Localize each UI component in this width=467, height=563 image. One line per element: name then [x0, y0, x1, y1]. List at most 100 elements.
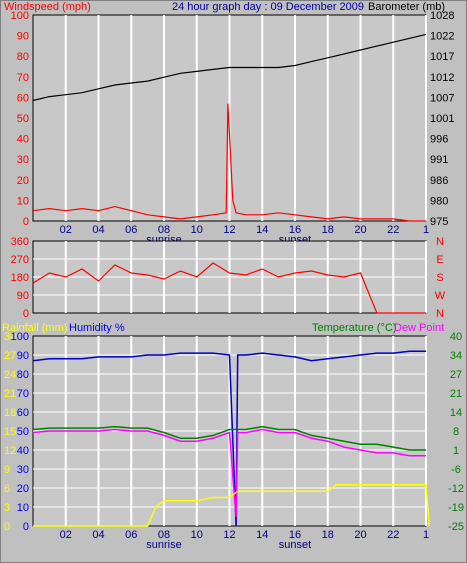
rain-tick-label: 21	[4, 388, 16, 400]
x-tick-label: 16	[289, 224, 301, 236]
wind-tick-label: 30	[17, 154, 29, 166]
barometer-tick-label: 1017	[430, 51, 454, 63]
compass-tick-label: N	[436, 236, 444, 248]
barometer-tick-label: 1001	[430, 113, 454, 125]
windspeed-line	[32, 103, 426, 222]
wind-tick-label: 10	[17, 195, 29, 207]
dewpoint-line	[32, 428, 426, 518]
compass-tick-label: N	[436, 308, 444, 320]
humidity-tick-label: 0	[23, 521, 29, 533]
wind-tick-label: 20	[17, 175, 29, 187]
x-tick-label: 06	[125, 529, 137, 541]
compass-tick-label: W	[435, 290, 446, 302]
rain-tick-label: 30	[4, 331, 16, 343]
humidity-tick-label: 100	[11, 331, 29, 343]
rainfall-line	[33, 484, 431, 527]
humidity-tick-label: 40	[17, 445, 29, 457]
wind-axis-title: Windspeed (mph)	[4, 1, 91, 13]
humidity-tick-label: 90	[17, 350, 29, 362]
temperature-tick-label: 27	[450, 369, 462, 381]
direction-tick-label: 90	[17, 290, 29, 302]
humidity-tick-label: 50	[17, 426, 29, 438]
direction-tick-label: 0	[23, 308, 29, 320]
direction-tick-label: 360	[11, 236, 29, 248]
humidity-tick-label: 20	[17, 483, 29, 495]
dewpoint-axis-title: Dew Point	[394, 322, 444, 334]
x-tick-label: 04	[92, 224, 104, 236]
x-tick-label: 10	[191, 224, 203, 236]
rain-tick-label: 12	[4, 445, 16, 457]
temperature-tick-label: 21	[450, 388, 462, 400]
x-tick-label: 18	[322, 529, 334, 541]
barometer-tick-label: 980	[430, 195, 448, 207]
x-tick-label: 20	[354, 224, 366, 236]
humidity-axis-title: Humidity %	[69, 322, 125, 334]
x-tick-label: 06	[125, 224, 137, 236]
wind-tick-label: 40	[17, 134, 29, 146]
wind-tick-label: 60	[17, 92, 29, 104]
rain-tick-label: 6	[4, 483, 10, 495]
rain-tick-label: 3	[4, 502, 10, 514]
sunrise-label: sunrise	[146, 539, 181, 551]
barometer-tick-label: 996	[430, 134, 448, 146]
x-tick-label: 1	[423, 224, 429, 236]
temperature-axis-title: Temperature (°C)	[312, 322, 396, 334]
barometer-line	[32, 33, 427, 102]
rain-axis-title: Rainfall (mm)	[2, 322, 67, 334]
temperature-line	[32, 425, 426, 451]
x-tick-label: 08	[158, 529, 170, 541]
direction-tick-label: 180	[11, 272, 29, 284]
rain-tick-label: 0	[4, 521, 10, 533]
x-tick-label: 08	[158, 224, 170, 236]
barometer-axis-title: Barometer (mb)	[368, 1, 445, 13]
x-tick-label: 20	[354, 529, 366, 541]
x-tick-label: 18	[322, 224, 334, 236]
wind-tick-label: 100	[11, 10, 29, 22]
x-tick-label: 22	[387, 224, 399, 236]
barometer-tick-label: 1028	[430, 10, 454, 22]
rain-tick-label: 27	[4, 350, 16, 362]
temperature-tick-label: 8	[453, 426, 459, 438]
humidity-tick-label: 10	[17, 502, 29, 514]
rain-tick-label: 15	[4, 426, 16, 438]
chart-title: 24 hour graph day : 09 December 2009	[172, 1, 364, 13]
humidity-tick-label: 60	[17, 407, 29, 419]
x-tick-label: 02	[60, 224, 72, 236]
x-tick-label: 12	[223, 529, 235, 541]
barometer-tick-label: 1022	[430, 31, 454, 43]
barometer-tick-label: 1007	[430, 92, 454, 104]
rain-tick-label: 18	[4, 407, 16, 419]
wind-tick-label: 80	[17, 51, 29, 63]
rain-tick-label: 9	[4, 464, 10, 476]
x-tick-label: 02	[60, 529, 72, 541]
temperature-tick-label: -6	[451, 464, 461, 476]
compass-tick-label: S	[436, 272, 443, 284]
wind-tick-label: 90	[17, 31, 29, 43]
barometer-tick-label: 1012	[430, 72, 454, 84]
wind-tick-label: 0	[23, 216, 29, 228]
sunset-label: sunset	[279, 539, 311, 551]
temperature-tick-label: 1	[453, 445, 459, 457]
compass-tick-label: E	[436, 254, 443, 266]
x-tick-label: 04	[92, 529, 104, 541]
rain-tick-label: 24	[4, 369, 16, 381]
x-tick-label: 1	[423, 529, 429, 541]
humidity-tick-label: 30	[17, 464, 29, 476]
temperature-tick-label: 34	[450, 350, 462, 362]
temperature-tick-label: 40	[450, 331, 462, 343]
barometer-tick-label: 991	[430, 154, 448, 166]
x-tick-label: 14	[256, 529, 268, 541]
x-tick-label: 10	[191, 529, 203, 541]
direction-tick-label: 270	[11, 254, 29, 266]
wind-tick-label: 50	[17, 113, 29, 125]
barometer-tick-label: 986	[430, 175, 448, 187]
barometer-tick-label: 975	[430, 216, 448, 228]
x-tick-label: 16	[289, 529, 301, 541]
wind-tick-label: 70	[17, 72, 29, 84]
x-tick-label: 14	[256, 224, 268, 236]
temperature-tick-label: 14	[450, 407, 462, 419]
humidity-tick-label: 70	[17, 388, 29, 400]
temperature-tick-label: -19	[448, 502, 464, 514]
temperature-tick-label: -12	[448, 483, 464, 495]
